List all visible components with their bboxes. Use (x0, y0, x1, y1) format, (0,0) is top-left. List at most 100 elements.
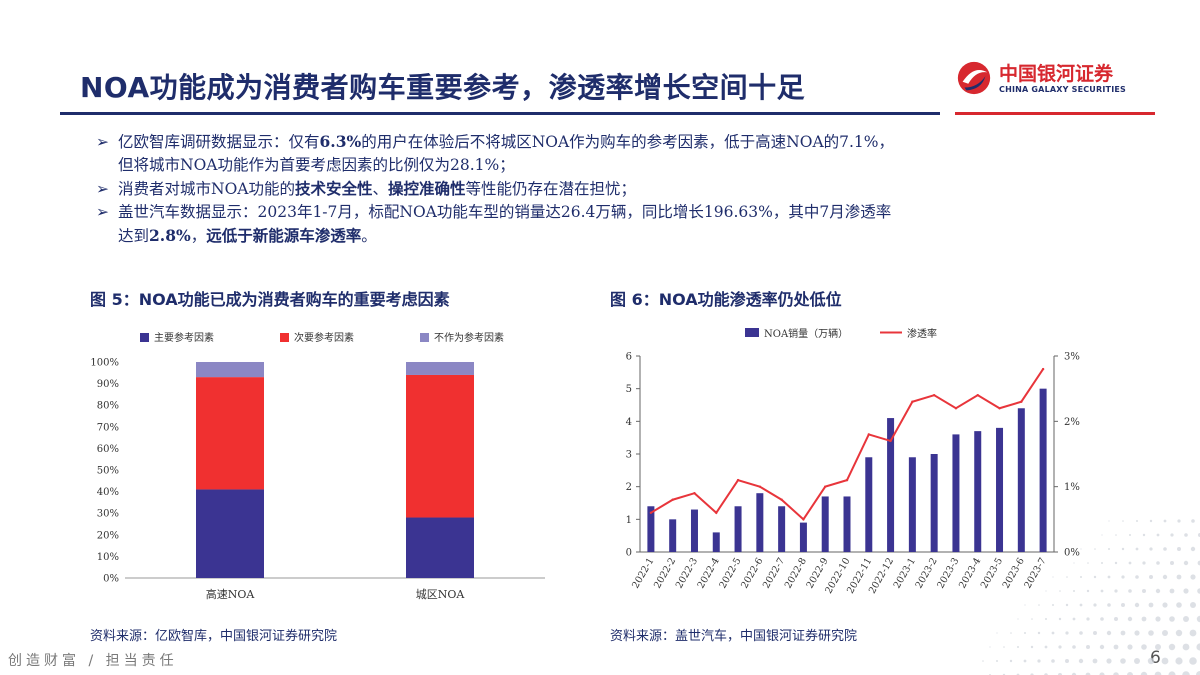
decor-dot (1127, 644, 1133, 650)
figure6-chart: NOA销量（万辆） 渗透率01234560%1%2%3%2022-12022-22… (626, 327, 1080, 596)
decor-dot (1037, 631, 1041, 635)
decor-dot (1156, 561, 1160, 565)
figure6-title: 图 6：NOA功能渗透率仍处低位 (610, 290, 842, 309)
bullet-emphasis: 技术安全性 (294, 179, 373, 198)
decor-dot (1183, 588, 1189, 594)
bar (930, 454, 938, 552)
y-right-tick-label: 0% (1064, 548, 1080, 559)
bar (887, 418, 895, 552)
decor-dot (1163, 547, 1167, 551)
decor-dot (1092, 658, 1098, 664)
decor-dot (1079, 631, 1083, 635)
decor-dot (1121, 575, 1125, 579)
bar-segment (196, 362, 264, 378)
decor-dot (1078, 658, 1084, 664)
decor-dot (982, 660, 984, 662)
decor-dot (1051, 631, 1055, 635)
decor-dot (1114, 589, 1118, 593)
decor-dot (1168, 643, 1176, 651)
decor-dot (1058, 645, 1062, 649)
bullet-line: ➢ 亿欧智库调研数据显示：仅有6.3%的用户在体验后不将城区NOA作为购车的参考因… (96, 130, 1138, 154)
decor-dot (1169, 616, 1175, 622)
line-point (889, 439, 892, 443)
line-point (911, 400, 914, 403)
decor-dot (1009, 659, 1013, 663)
decor-dot (1148, 602, 1154, 608)
decor-dot (1121, 547, 1125, 551)
bullet-text: 亿欧智库调研数据显示：仅有 (118, 133, 320, 151)
decor-dot (1147, 657, 1155, 665)
y-tick-label: 10% (97, 552, 119, 563)
bullet-text: 但将城市NOA功能作为首要考虑因素的比例仅为28.1%； (118, 156, 515, 174)
decor-dot (1162, 630, 1168, 636)
line-point (845, 478, 849, 482)
legend-label: 渗透率 (907, 327, 937, 340)
decor-dot (1189, 629, 1197, 637)
bullet-list: ➢ 亿欧智库调研数据显示：仅有6.3%的用户在体验后不将城区NOA作为购车的参考因… (96, 130, 1138, 248)
line-point (1020, 400, 1023, 403)
bar (865, 457, 873, 552)
bar (1039, 388, 1047, 552)
decor-dot (1101, 534, 1103, 536)
decor-dot (1196, 615, 1200, 623)
decor-dot (1093, 631, 1097, 635)
line-point (932, 394, 936, 397)
decor-dot (1058, 617, 1062, 621)
decor-dot (989, 646, 991, 648)
bullet-text: 消费者对城市NOA功能的 (118, 180, 295, 198)
figure5-title: 图 5：NOA功能已成为消费者购车的重要考虑因素 (90, 290, 450, 309)
decor-dot (1149, 547, 1153, 551)
bar-segment (406, 362, 474, 375)
legend-swatch (140, 333, 149, 342)
bullet-text: 盖世汽车数据显示：2023年1-7月，标配NOA功能车型的销量达26.4万辆，同… (118, 203, 892, 221)
decor-dot (1141, 616, 1147, 622)
decor-dot (1142, 561, 1146, 565)
bar (669, 519, 677, 552)
decor-dot (1107, 603, 1111, 607)
decor-dot (1010, 632, 1012, 634)
decor-dot (1051, 659, 1055, 663)
decor-dot (996, 632, 998, 634)
decor-dot (1155, 616, 1161, 622)
decor-dot (1155, 644, 1161, 650)
bar-segment (196, 489, 264, 578)
bar (908, 457, 916, 552)
y-tick-label: 90% (97, 379, 119, 390)
decor-dot (1128, 561, 1132, 565)
y-right-tick-label: 2% (1064, 417, 1080, 428)
decor-dot (1080, 576, 1082, 578)
decor-dot (1065, 631, 1069, 635)
legend-swatch (745, 328, 759, 337)
decor-dot (1148, 630, 1154, 636)
line-point (802, 518, 805, 521)
decor-dot (1149, 575, 1153, 579)
y-tick-label: 60% (97, 444, 119, 455)
galaxy-logo-icon (957, 61, 991, 95)
figure5-source: 资料来源：亿欧智库，中国银河证券研究院 (90, 629, 338, 644)
decor-dot (1073, 590, 1075, 592)
decor-dot (996, 660, 998, 662)
line-point (780, 498, 783, 501)
bullet-text: 达到 (118, 227, 150, 245)
decor-dot (1052, 576, 1054, 578)
decor-dot (1142, 589, 1146, 593)
y-left-tick-label: 4 (626, 417, 632, 428)
page-title: NOA功能成为消费者购车重要参考，渗透率增长空间十足 (80, 71, 806, 104)
decor-dot (1106, 658, 1112, 664)
decor-dot (1163, 519, 1167, 523)
decor-dot (1177, 547, 1181, 551)
decor-dot (1120, 658, 1126, 664)
decor-dot (1024, 604, 1026, 606)
decor-dot (1113, 672, 1119, 675)
bar (996, 427, 1004, 552)
line-point (649, 511, 653, 514)
decor-dot (1190, 602, 1196, 608)
decor-dot (1107, 575, 1111, 579)
decor-dot (1072, 617, 1076, 621)
decor-dot (1162, 602, 1168, 608)
bar (974, 431, 982, 552)
x-tick-label: 城区NOA (416, 588, 466, 601)
decor-dot (1087, 562, 1089, 564)
decor-dot (1065, 659, 1069, 663)
y-left-tick-label: 1 (626, 515, 632, 526)
